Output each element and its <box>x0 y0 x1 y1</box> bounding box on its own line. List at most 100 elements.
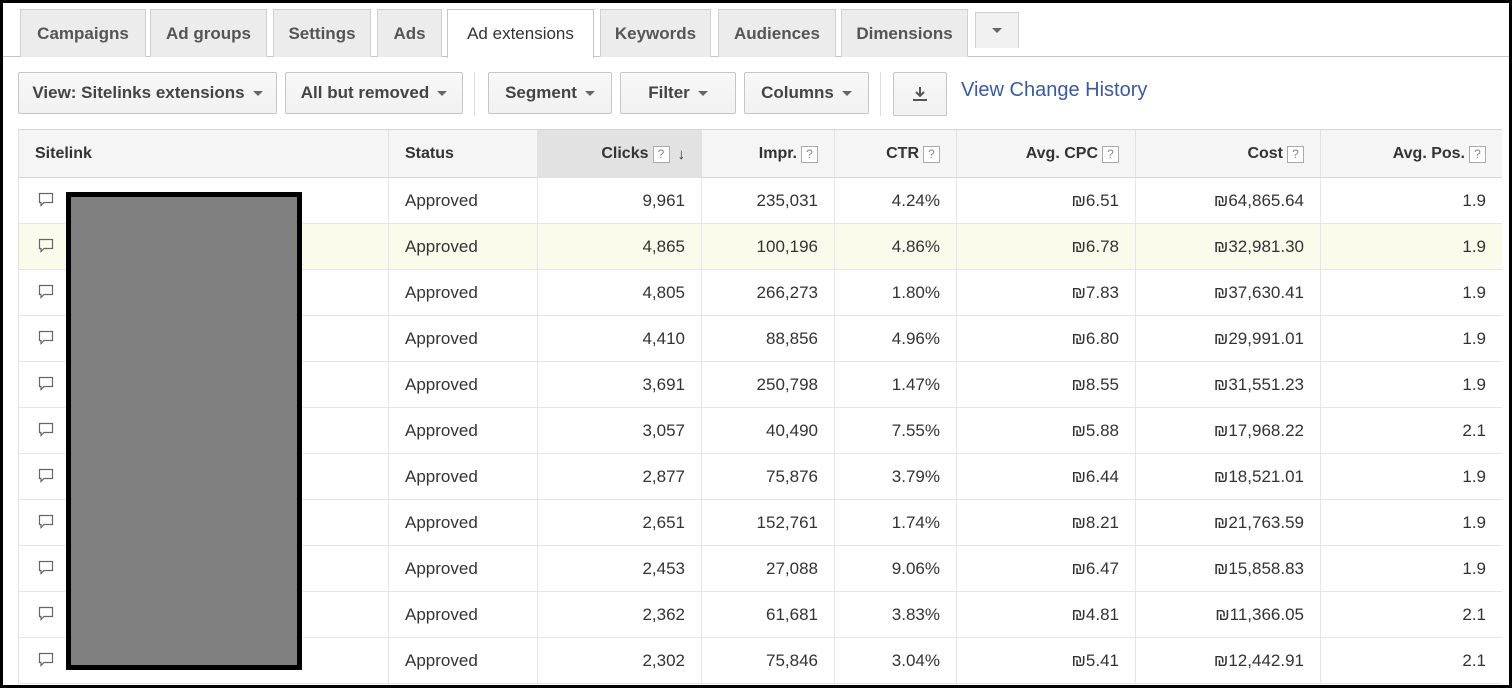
cell-ctr: 9.06% <box>835 546 957 592</box>
cell-ctr: 7.55% <box>835 408 957 454</box>
column-header-avg-cpc[interactable]: Avg. CPC? <box>957 130 1136 178</box>
cell-sitelink[interactable] <box>19 178 389 224</box>
header-label: CTR <box>886 145 919 162</box>
help-icon[interactable]: ? <box>652 145 670 163</box>
column-header-ctr[interactable]: CTR? <box>835 130 957 178</box>
cell-sitelink[interactable] <box>19 638 389 684</box>
cell-sitelink[interactable] <box>19 454 389 500</box>
comment-icon[interactable] <box>38 560 54 576</box>
cell-clicks: 2,877 <box>538 454 702 500</box>
comment-icon[interactable] <box>38 652 54 668</box>
header-label: Impr. <box>758 145 797 162</box>
table-row[interactable]: Approved 4,410 88,856 4.96% ₪6.80 ₪29,991.01 1… <box>19 316 1502 362</box>
chevron-down-icon <box>697 90 708 96</box>
column-header-clicks[interactable]: Clicks? ↓ <box>538 130 702 178</box>
cell-avg-cpc: ₪6.78 <box>957 224 1136 270</box>
cell-avg-pos: 1.9 <box>1462 375 1486 394</box>
cell-ctr: 3.79% <box>835 454 957 500</box>
header-label: Sitelink <box>35 145 92 162</box>
cell-sitelink[interactable] <box>19 270 389 316</box>
tab-ad-groups[interactable]: Ad groups <box>150 9 267 57</box>
table-row[interactable]: Approved 4,805 266,273 1.80% ₪7.83 ₪37,630.41… <box>19 270 1502 316</box>
view-change-history-link[interactable]: View Change History <box>961 79 1148 101</box>
tab-campaigns[interactable]: Campaigns <box>20 9 146 57</box>
table-row[interactable]: Approved 3,057 40,490 7.55% ₪5.88 ₪17,968.22 2… <box>19 408 1502 454</box>
comment-icon[interactable] <box>38 238 54 254</box>
cell-cost: ₪15,858.83 <box>1136 546 1321 592</box>
chevron-down-icon <box>841 90 852 96</box>
cell-avg-cpc: ₪6.47 <box>957 546 1136 592</box>
view-dropdown[interactable]: View: Sitelinks extensions <box>18 72 277 114</box>
header-label: Avg. CPC <box>1025 145 1098 162</box>
tab-settings[interactable]: Settings <box>273 9 371 57</box>
column-header-impr[interactable]: Impr.? <box>702 130 835 178</box>
table-row[interactable]: Approved 2,362 61,681 3.83% ₪4.81 ₪11,366.05 2… <box>19 592 1502 638</box>
comment-icon[interactable] <box>38 422 54 438</box>
sitelinks-table: Sitelink Status Clicks? ↓ Impr.? CTR? Avg… <box>18 129 1502 684</box>
tab-dimensions[interactable]: Dimensions <box>841 9 968 57</box>
cell-sitelink[interactable] <box>19 500 389 546</box>
cell-avg-cpc: ₪6.51 <box>957 178 1136 224</box>
cell-sitelink[interactable] <box>19 316 389 362</box>
table-row[interactable]: Approved 9,961 235,031 4.24% ₪6.51 ₪64,865.64… <box>19 178 1502 224</box>
download-button[interactable] <box>893 72 947 116</box>
column-header-sitelink[interactable]: Sitelink <box>19 130 389 178</box>
help-icon[interactable]: ? <box>1469 145 1486 163</box>
cell-impr: 266,273 <box>702 270 835 316</box>
comment-icon[interactable] <box>38 330 54 346</box>
header-label: Cost <box>1247 145 1283 162</box>
tab-label: Ad groups <box>166 23 251 43</box>
columns-label: Columns <box>761 83 834 102</box>
chevron-down-icon <box>252 90 263 96</box>
comment-icon[interactable] <box>38 606 54 622</box>
tab-label: Keywords <box>614 23 697 43</box>
help-icon[interactable]: ? <box>1287 145 1304 163</box>
tab-label: Ads <box>393 23 426 43</box>
status-filter-dropdown[interactable]: All but removed <box>285 72 463 114</box>
cell-sitelink[interactable] <box>19 224 389 270</box>
more-tabs-button[interactable] <box>975 12 1019 48</box>
help-icon[interactable]: ? <box>801 145 818 163</box>
cell-status: Approved <box>389 224 538 270</box>
column-header-status[interactable]: Status <box>389 130 538 178</box>
table-row[interactable]: Approved 3,691 250,798 1.47% ₪8.55 ₪31,551.23… <box>19 362 1502 408</box>
cell-sitelink[interactable] <box>19 408 389 454</box>
comment-icon[interactable] <box>38 376 54 392</box>
help-icon[interactable]: ? <box>923 145 940 163</box>
segment-dropdown[interactable]: Segment <box>488 72 612 114</box>
header-label: Status <box>405 145 454 162</box>
tab-keywords[interactable]: Keywords <box>600 9 711 57</box>
cell-sitelink[interactable] <box>19 546 389 592</box>
cell-impr: 75,846 <box>702 638 835 684</box>
cell-avg-cpc: ₪6.80 <box>957 316 1136 362</box>
help-icon[interactable]: ? <box>1102 145 1119 163</box>
table-body: Approved 9,961 235,031 4.24% ₪6.51 ₪64,865.64… <box>19 178 1502 684</box>
comment-icon[interactable] <box>38 192 54 208</box>
filter-dropdown[interactable]: Filter <box>620 72 736 114</box>
columns-dropdown[interactable]: Columns <box>744 72 869 114</box>
cell-sitelink[interactable] <box>19 592 389 638</box>
tab-audiences[interactable]: Audiences <box>718 9 836 57</box>
redaction-box <box>66 192 302 670</box>
table-row[interactable]: Approved 2,453 27,088 9.06% ₪6.47 ₪15,858.83 1… <box>19 546 1502 592</box>
cell-sitelink[interactable] <box>19 362 389 408</box>
table-row[interactable]: Approved 2,877 75,876 3.79% ₪6.44 ₪18,521.01 1… <box>19 454 1502 500</box>
tab-ads[interactable]: Ads <box>377 9 442 57</box>
tab-ad-extensions[interactable]: Ad extensions <box>447 9 594 58</box>
comment-icon[interactable] <box>38 284 54 300</box>
column-header-cost[interactable]: Cost? <box>1136 130 1321 178</box>
sort-descending-icon: ↓ <box>677 145 686 163</box>
comment-icon[interactable] <box>38 514 54 530</box>
cell-impr: 100,196 <box>702 224 835 270</box>
table-row[interactable]: Approved 2,302 75,846 3.04% ₪5.41 ₪12,442.91 2… <box>19 638 1502 684</box>
column-header-avg-pos[interactable]: Avg. Pos.? <box>1321 130 1502 178</box>
tab-label: Settings <box>288 23 356 43</box>
cell-impr: 40,490 <box>702 408 835 454</box>
chevron-down-icon <box>584 90 595 96</box>
table-row[interactable]: Approved 2,651 152,761 1.74% ₪8.21 ₪21,763.59… <box>19 500 1502 546</box>
cell-avg-cpc: ₪7.83 <box>957 270 1136 316</box>
comment-icon[interactable] <box>38 468 54 484</box>
cell-avg-cpc: ₪8.55 <box>957 362 1136 408</box>
cell-ctr: 1.80% <box>835 270 957 316</box>
